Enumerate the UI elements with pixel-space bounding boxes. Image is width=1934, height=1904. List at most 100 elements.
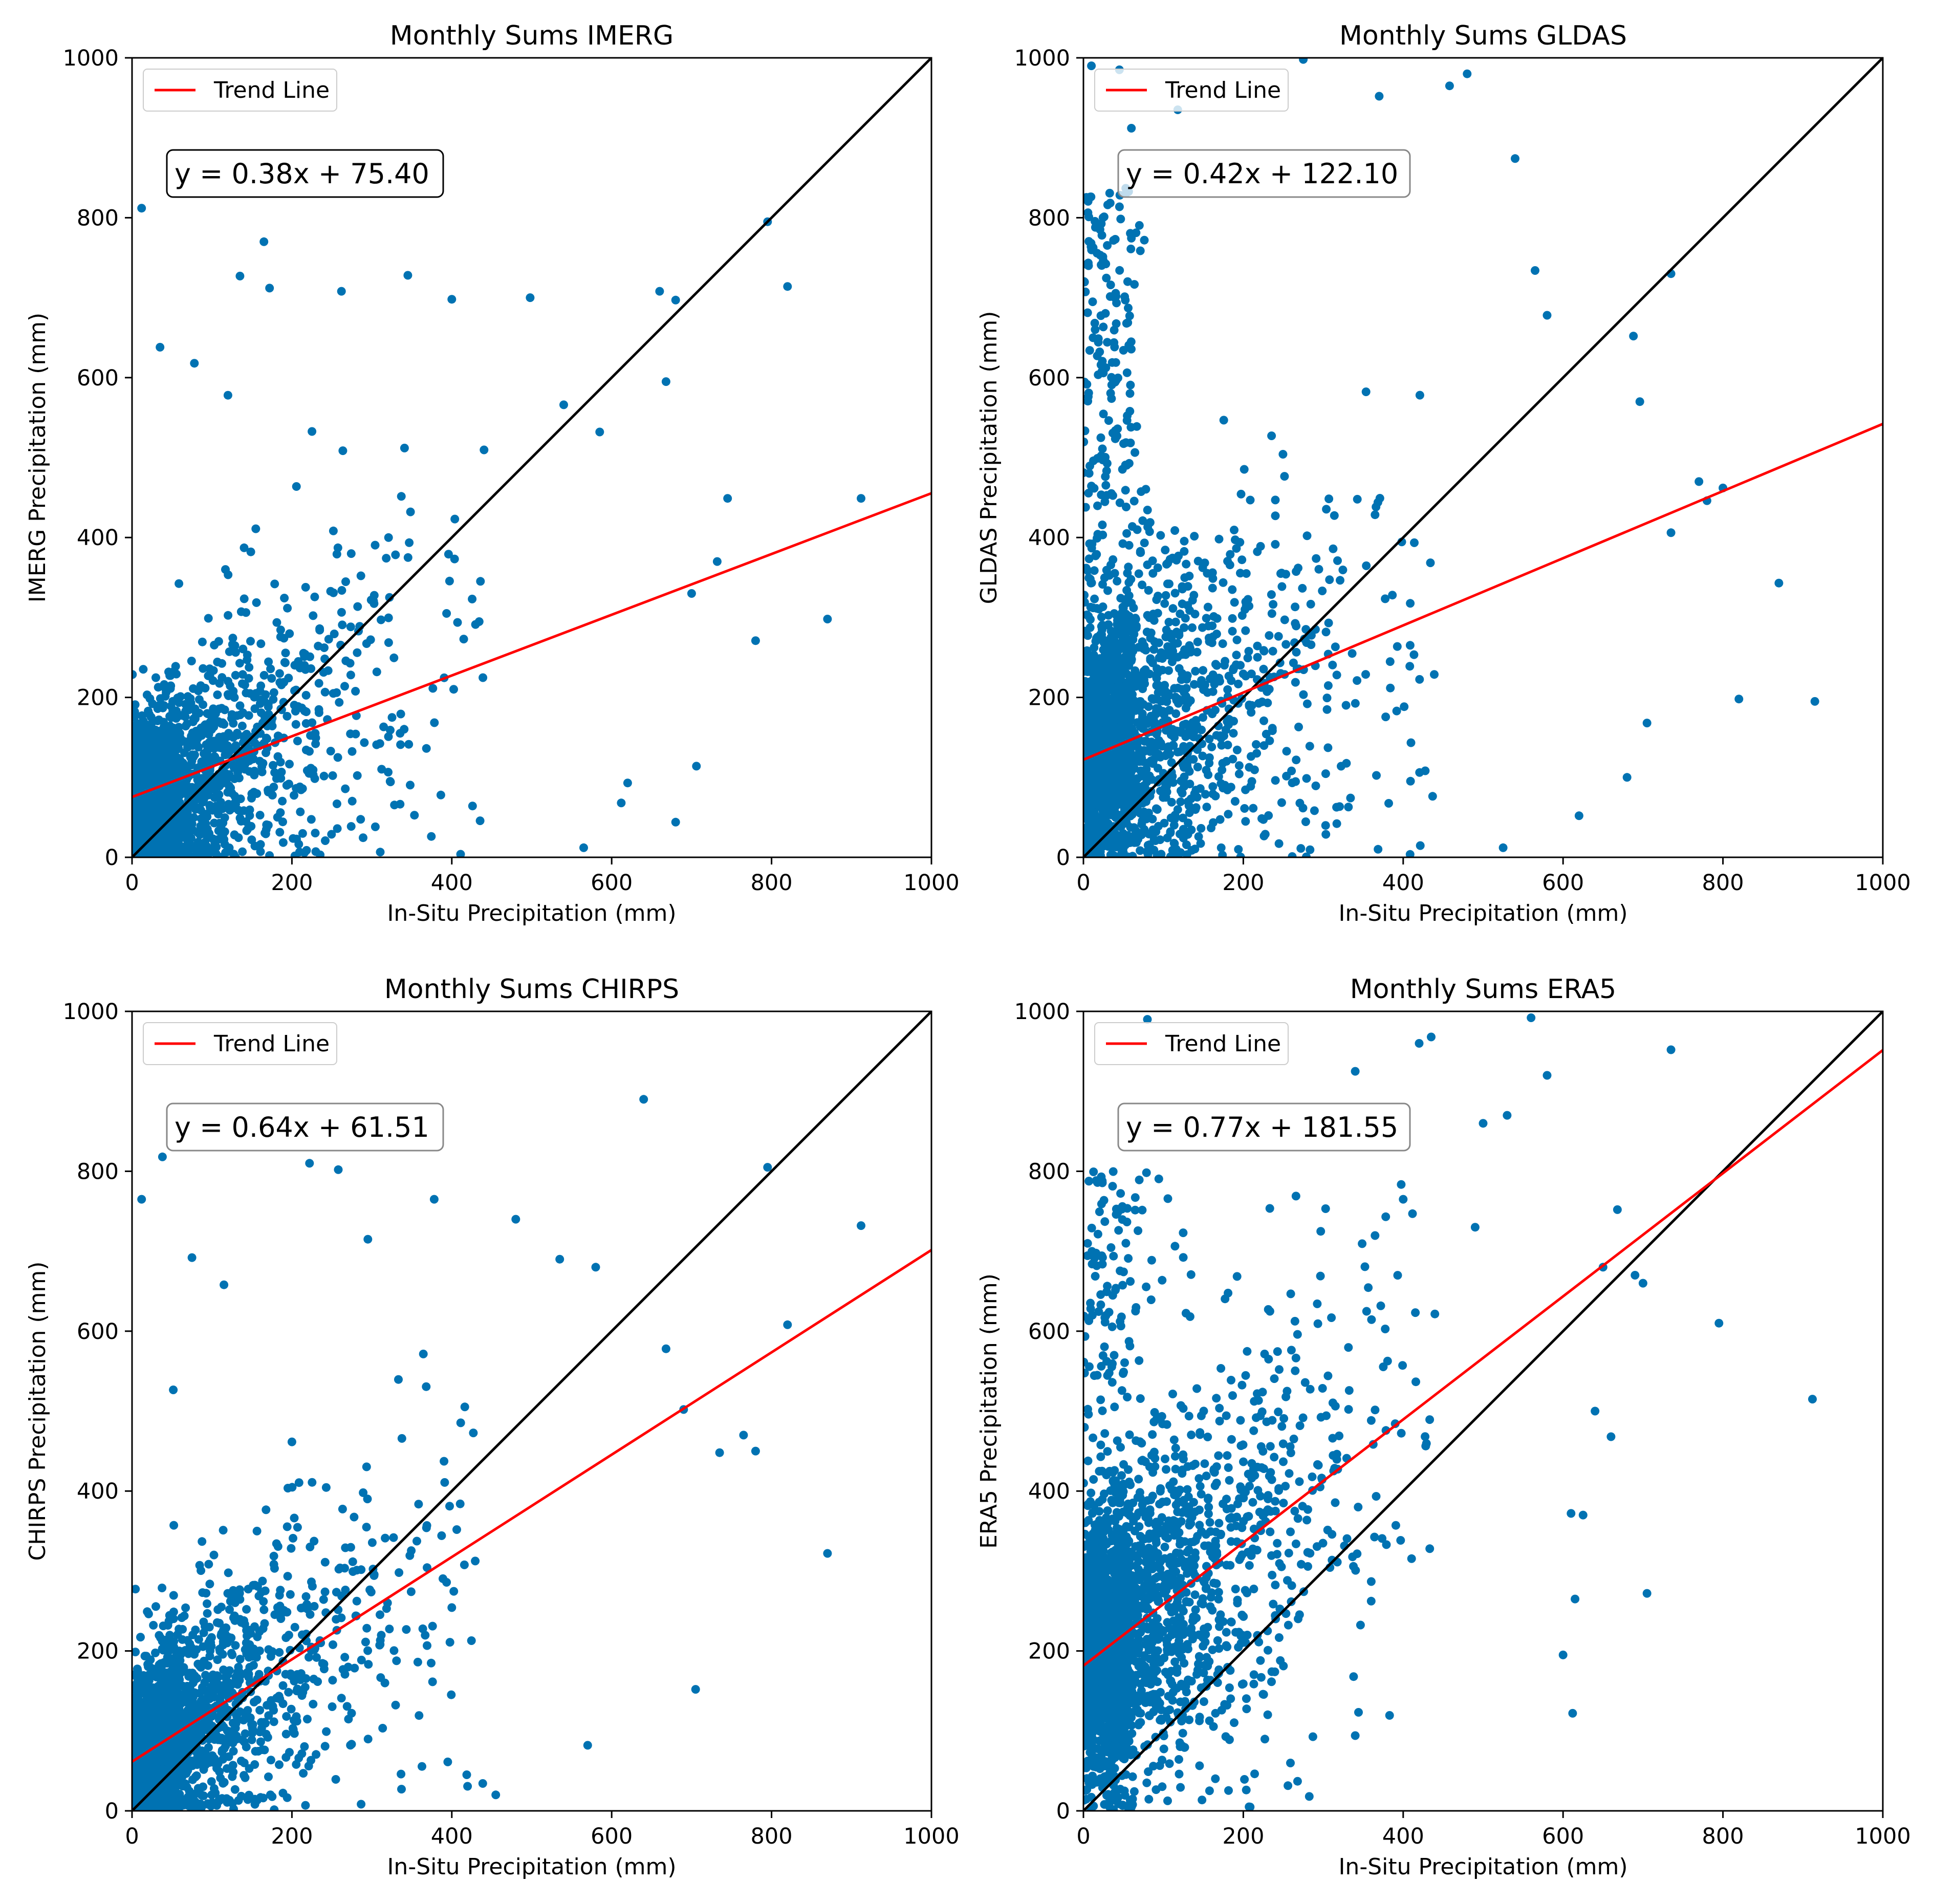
data-point	[205, 1580, 214, 1589]
data-point	[264, 1772, 273, 1781]
data-point	[1153, 664, 1162, 673]
data-point	[389, 1646, 399, 1655]
data-point	[335, 698, 344, 707]
data-point	[1311, 781, 1320, 790]
data-point	[151, 737, 160, 746]
x-tick-label: 1000	[1855, 870, 1910, 896]
data-point	[384, 533, 393, 542]
data-point	[220, 738, 229, 747]
data-point	[1666, 528, 1676, 537]
data-point	[1160, 783, 1169, 792]
data-point	[175, 815, 184, 825]
data-point	[419, 1349, 428, 1358]
data-point	[326, 747, 335, 755]
data-point	[1289, 658, 1298, 667]
data-point	[1415, 675, 1424, 684]
data-point	[1199, 713, 1207, 722]
data-point	[1175, 664, 1184, 673]
data-point	[1148, 569, 1158, 578]
data-point	[1271, 511, 1280, 521]
data-point	[204, 730, 213, 739]
data-point	[1282, 747, 1291, 756]
data-point	[265, 851, 274, 857]
data-point	[1091, 551, 1100, 560]
data-point	[194, 743, 203, 752]
data-point	[1223, 685, 1232, 694]
data-point	[1113, 576, 1122, 586]
data-point	[1405, 850, 1415, 857]
data-point	[376, 1610, 384, 1619]
data-point	[1112, 852, 1120, 857]
data-point	[247, 835, 256, 845]
data-point	[341, 784, 350, 793]
data-point	[196, 821, 205, 831]
data-point	[1105, 188, 1114, 198]
data-point	[208, 806, 217, 815]
data-point	[1217, 741, 1226, 750]
data-point	[158, 703, 167, 712]
data-point	[1207, 824, 1215, 833]
data-point	[292, 834, 301, 843]
data-point	[1262, 729, 1271, 739]
data-point	[410, 811, 419, 820]
data-point	[1156, 531, 1165, 540]
data-point	[1351, 699, 1360, 708]
data-point	[1232, 651, 1241, 660]
data-point	[301, 690, 311, 700]
data-point	[1118, 602, 1127, 612]
data-point	[1196, 839, 1205, 848]
data-point	[475, 816, 485, 826]
data-point	[386, 777, 395, 787]
data-point	[1098, 521, 1107, 529]
data-point	[188, 750, 197, 760]
data-point	[1173, 639, 1182, 648]
data-point	[203, 1599, 211, 1608]
data-point	[1405, 641, 1415, 650]
data-point	[323, 666, 333, 675]
data-point	[1087, 482, 1096, 491]
data-point	[1123, 760, 1132, 769]
data-point	[1145, 518, 1155, 527]
data-point	[1143, 850, 1153, 857]
data-point	[1085, 346, 1094, 355]
data-point	[309, 611, 318, 620]
data-point	[1244, 595, 1252, 604]
data-point	[280, 658, 289, 667]
data-point	[307, 815, 316, 824]
data-point	[1181, 671, 1190, 680]
data-point	[1085, 677, 1095, 686]
data-point	[692, 762, 701, 771]
data-point	[298, 829, 307, 838]
data-point	[1237, 555, 1247, 565]
data-point	[272, 618, 281, 627]
data-point	[1130, 280, 1139, 289]
data-point	[1199, 666, 1208, 675]
data-point	[1122, 503, 1131, 511]
data-point	[1127, 681, 1137, 690]
data-point	[1166, 827, 1175, 836]
data-point	[230, 830, 239, 839]
y-tick-label: 1000	[1014, 46, 1070, 71]
data-point	[1211, 791, 1220, 800]
data-point	[1218, 851, 1227, 857]
data-point	[1232, 635, 1242, 644]
data-point	[1084, 258, 1093, 268]
data-point	[453, 618, 462, 627]
data-point	[1181, 732, 1190, 741]
data-point	[1183, 601, 1192, 610]
data-point	[1109, 491, 1117, 500]
data-point	[1114, 655, 1123, 664]
data-point	[154, 753, 163, 762]
data-point	[218, 769, 227, 778]
legend-label: Trend Line	[1165, 77, 1281, 103]
data-point	[290, 851, 299, 857]
data-point	[1252, 740, 1261, 749]
data-point	[1215, 815, 1225, 824]
data-point	[154, 776, 163, 786]
data-point	[290, 791, 298, 800]
data-point	[190, 359, 199, 368]
data-point	[1128, 782, 1138, 791]
data-point	[192, 842, 201, 851]
data-point	[1086, 797, 1096, 806]
